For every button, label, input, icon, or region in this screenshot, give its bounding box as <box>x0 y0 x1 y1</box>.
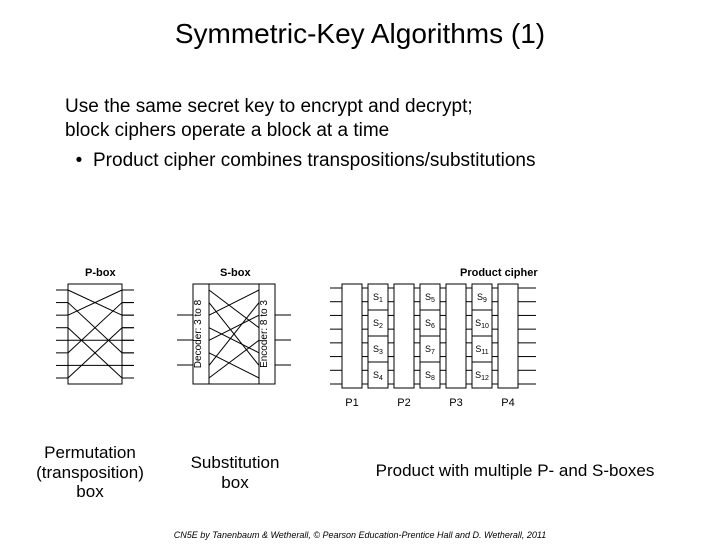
svg-text:P1: P1 <box>345 397 358 409</box>
svg-text:P2: P2 <box>397 397 410 409</box>
caption-product: Product with multiple P- and S-boxes <box>345 461 685 481</box>
bullet-item: •Product cipher combines transpositions/… <box>65 149 655 173</box>
pbox-label: P-box <box>85 267 116 279</box>
svg-text:P3: P3 <box>449 397 462 409</box>
footer-text: CN5E by Tanenbaum & Wetherall, © Pearson… <box>0 530 720 540</box>
sbox-label: S-box <box>220 267 251 279</box>
product-label: Product cipher <box>460 267 538 279</box>
intro-text: Use the same secret key to encrypt and d… <box>65 95 655 172</box>
page-title: Symmetric-Key Algorithms (1) <box>0 18 720 50</box>
bullet-text: Product cipher combines transpositions/s… <box>93 150 536 171</box>
caption-substitution: Substitution box <box>180 453 290 492</box>
svg-text:P4: P4 <box>501 397 514 409</box>
caption-permutation: Permutation (transposition) box <box>30 443 150 502</box>
encoder-label: Encoder: 8 to 3 <box>259 300 270 368</box>
bullet-dot-icon: • <box>65 149 93 173</box>
intro-line1: Use the same secret key to encrypt and d… <box>65 95 655 119</box>
diagram-area: P-box S-box Decoder: 3 to 8 Encoder: 8 t… <box>50 266 670 436</box>
intro-line2: block ciphers operate a block at a time <box>65 119 655 143</box>
decoder-label: Decoder: 3 to 8 <box>193 299 204 368</box>
